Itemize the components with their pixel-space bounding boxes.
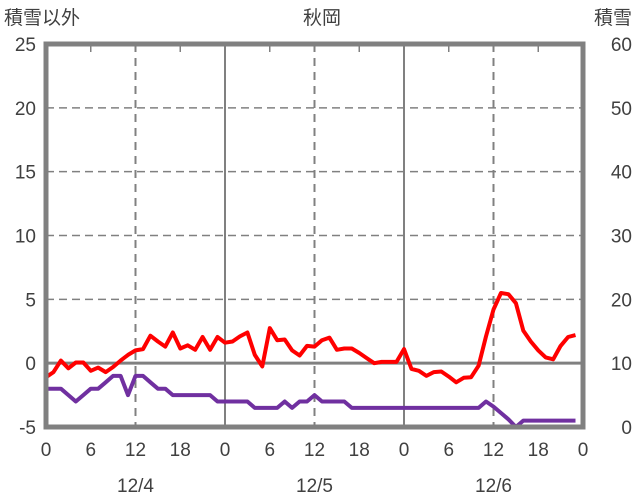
x-tick-label: 12: [304, 440, 325, 461]
left-tick-label: -5: [19, 418, 36, 439]
x-tick-label: 6: [443, 440, 454, 461]
right-axis-title: 積雪: [594, 7, 632, 29]
x-tick-label: 0: [399, 440, 410, 461]
x-tick-label: 18: [349, 440, 370, 461]
right-tick-label: 10: [611, 354, 632, 375]
x-tick-label: 6: [264, 440, 275, 461]
chart-title: 秋岡: [303, 7, 341, 29]
left-tick-label: 5: [25, 290, 36, 311]
x-tick-label: 12: [483, 440, 504, 461]
left-tick-label: 10: [15, 227, 36, 248]
right-tick-label: 30: [611, 227, 632, 248]
series-line-red: [44, 291, 576, 385]
x-tick-label: 0: [578, 440, 589, 461]
right-tick-label: 40: [611, 163, 632, 184]
left-tick-label: 15: [15, 163, 36, 184]
plot-border: [43, 41, 586, 430]
x-tick-label: 18: [528, 440, 549, 461]
x-tick-label: 18: [170, 440, 191, 461]
x-tick-label: 12: [125, 440, 146, 461]
right-tick-label: 20: [611, 290, 632, 311]
left-tick-label: 0: [25, 354, 36, 375]
x-tick-label: 0: [41, 440, 52, 461]
x-tick-label: 6: [85, 440, 96, 461]
date-label: 12/6: [475, 476, 512, 497]
series-line-purple: [46, 373, 576, 429]
date-label: 12/4: [117, 476, 154, 497]
right-tick-label: 60: [611, 35, 632, 56]
right-tick-label: 50: [611, 99, 632, 120]
left-tick-label: 25: [15, 35, 36, 56]
left-axis-title: 積雪以外: [4, 7, 80, 29]
left-tick-label: 20: [15, 99, 36, 120]
date-label: 12/5: [296, 476, 333, 497]
x-tick-label: 0: [220, 440, 231, 461]
right-tick-label: 0: [621, 418, 632, 439]
